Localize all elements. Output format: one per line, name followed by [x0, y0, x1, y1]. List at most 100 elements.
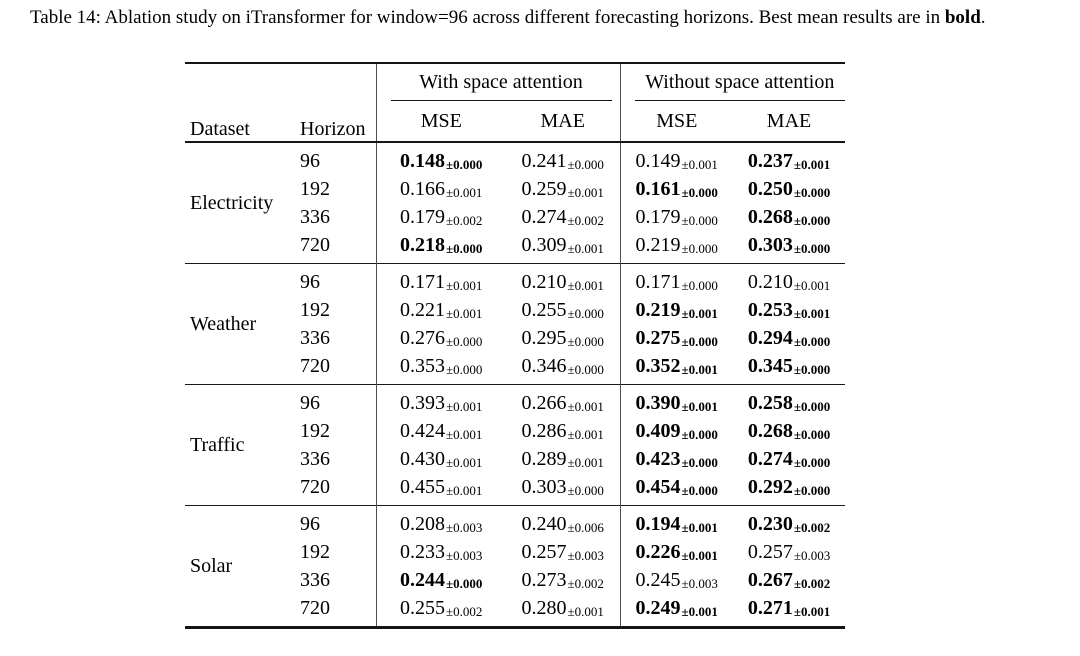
with-mse-value-cell: 0.255±0.002 [375, 594, 506, 628]
value-std: ±0.001 [793, 156, 831, 172]
value-std: ±0.003 [567, 547, 604, 563]
value-std: ±0.000 [793, 454, 831, 470]
value-std: ±0.001 [793, 277, 831, 293]
without-mse-value-cell: 0.149±0.001 [619, 142, 733, 175]
value-mean: 0.393 [400, 391, 446, 414]
value-mean: 0.292 [747, 475, 793, 498]
horizon-cell: 720 [300, 475, 330, 498]
without-mae-value-cell: 0.292±0.000 [733, 473, 845, 506]
value-std: ±0.001 [681, 603, 718, 619]
dataset-cell: Solar [190, 554, 233, 577]
table-row: 720 0.218±0.000 0.309±0.001 0.219±0.000 0.30… [185, 231, 845, 264]
table-row: Traffic 96 0.393±0.001 0.266±0.001 0.390±0.0… [185, 384, 845, 456]
without-mse-value-cell: 0.409±0.000 [619, 417, 733, 445]
value-mean: 0.303 [747, 233, 793, 256]
value-mean: 0.295 [521, 326, 567, 349]
horizon-cell: 336 [300, 447, 330, 470]
with-mse-value-cell: 0.393±0.001 [375, 384, 506, 417]
value-std: ±0.001 [681, 547, 718, 563]
value-mean: 0.258 [747, 391, 793, 414]
with-mae-value-cell: 0.289±0.001 [506, 445, 620, 473]
with-mae-value-cell: 0.255±0.000 [506, 296, 620, 324]
table-row: 336 0.430±0.001 0.289±0.001 0.423±0.000 0.27… [185, 445, 845, 473]
horizon-cell: 336 [300, 326, 330, 349]
value-std: ±0.006 [567, 519, 604, 535]
with-mse-value-cell: 0.430±0.001 [375, 445, 506, 473]
value-mean: 0.179 [400, 205, 446, 228]
value-std: ±0.000 [446, 575, 483, 591]
without-mae-value-cell: 0.210±0.001 [733, 264, 845, 297]
value-mean: 0.233 [400, 540, 446, 563]
value-mean: 0.390 [635, 391, 681, 414]
without-mae-value-cell: 0.268±0.000 [733, 203, 845, 231]
value-mean: 0.171 [400, 270, 446, 293]
value-std: ±0.000 [446, 361, 483, 377]
without-mae-value-cell: 0.294±0.000 [733, 324, 845, 352]
without-mse-value-cell: 0.423±0.000 [619, 445, 733, 473]
value-mean: 0.257 [747, 540, 793, 563]
with-mae-value-cell: 0.286±0.001 [506, 417, 620, 445]
value-std: ±0.003 [446, 547, 483, 563]
value-std: ±0.000 [681, 240, 718, 256]
horizon-cell: 96 [300, 391, 320, 414]
value-std: ±0.003 [681, 575, 718, 591]
value-mean: 0.271 [747, 596, 793, 619]
horizon-cell: 96 [300, 149, 320, 172]
without-mse-value-cell: 0.194±0.001 [619, 505, 733, 538]
value-std: ±0.000 [681, 277, 718, 293]
caption-text: Table 14: Ablation study on iTransformer… [30, 7, 941, 28]
dataset-group-weather: Weather 96 0.171±0.001 0.210±0.001 0.171±0.0… [185, 263, 846, 385]
value-std: ±0.000 [446, 333, 483, 349]
value-mean: 0.289 [521, 447, 567, 470]
value-mean: 0.280 [521, 596, 567, 619]
without-mae-value-cell: 0.253±0.001 [733, 296, 845, 324]
table-row: 336 0.179±0.002 0.274±0.002 0.179±0.000 0.26… [185, 203, 845, 231]
value-mean: 0.409 [635, 419, 681, 442]
value-mean: 0.250 [747, 177, 793, 200]
value-mean: 0.259 [521, 177, 567, 200]
value-std: ±0.002 [567, 212, 604, 228]
value-std: ±0.000 [681, 482, 718, 498]
value-std: ±0.000 [681, 454, 718, 470]
with-mae-value-cell: 0.266±0.001 [506, 385, 620, 418]
value-std: ±0.003 [793, 547, 831, 563]
value-std: ±0.000 [681, 184, 718, 200]
value-mean: 0.161 [635, 177, 681, 200]
with-mae-value-cell: 0.259±0.001 [506, 175, 620, 203]
value-std: ±0.001 [793, 305, 831, 321]
value-mean: 0.255 [521, 298, 567, 321]
horizon-cell: 336 [300, 568, 330, 591]
horizon-cell: 720 [300, 596, 330, 619]
value-std: ±0.000 [446, 156, 483, 172]
value-mean: 0.166 [400, 177, 446, 200]
horizon-cell: 720 [300, 354, 330, 377]
value-mean: 0.257 [521, 540, 567, 563]
table-row: 192 0.424±0.001 0.286±0.001 0.409±0.000 0.26… [185, 417, 845, 445]
value-std: ±0.000 [793, 212, 831, 228]
value-std: ±0.001 [446, 482, 483, 498]
without-mae-value-cell: 0.237±0.001 [733, 142, 845, 175]
value-mean: 0.345 [747, 354, 793, 377]
with-mae-value-cell: 0.274±0.002 [506, 203, 620, 231]
value-std: ±0.002 [793, 575, 831, 591]
with-mse-value-cell: 0.148±0.000 [375, 142, 506, 175]
with-mae-value-cell: 0.295±0.000 [506, 324, 620, 352]
table-row: 192 0.221±0.001 0.255±0.000 0.219±0.001 0.25… [185, 296, 845, 324]
with-mse-value-cell: 0.244±0.000 [375, 566, 506, 594]
with-mae-value-cell: 0.309±0.001 [506, 231, 620, 264]
horizon-cell: 192 [300, 177, 330, 200]
value-std: ±0.001 [681, 156, 718, 172]
value-mean: 0.309 [521, 233, 567, 256]
table-row: 720 0.255±0.002 0.280±0.001 0.249±0.001 0.27… [185, 594, 845, 628]
horizon-cell: 192 [300, 540, 330, 563]
value-mean: 0.352 [635, 354, 681, 377]
value-mean: 0.276 [400, 326, 446, 349]
value-mean: 0.253 [747, 298, 793, 321]
value-mean: 0.244 [400, 568, 446, 591]
without-mae-value-cell: 0.258±0.000 [733, 385, 845, 418]
without-mse-value-cell: 0.226±0.001 [619, 538, 733, 566]
table-row: Weather 96 0.171±0.001 0.210±0.001 0.171±0.0… [185, 263, 845, 335]
horizon-cell: 192 [300, 419, 330, 442]
value-std: ±0.000 [567, 482, 604, 498]
value-mean: 0.353 [400, 354, 446, 377]
